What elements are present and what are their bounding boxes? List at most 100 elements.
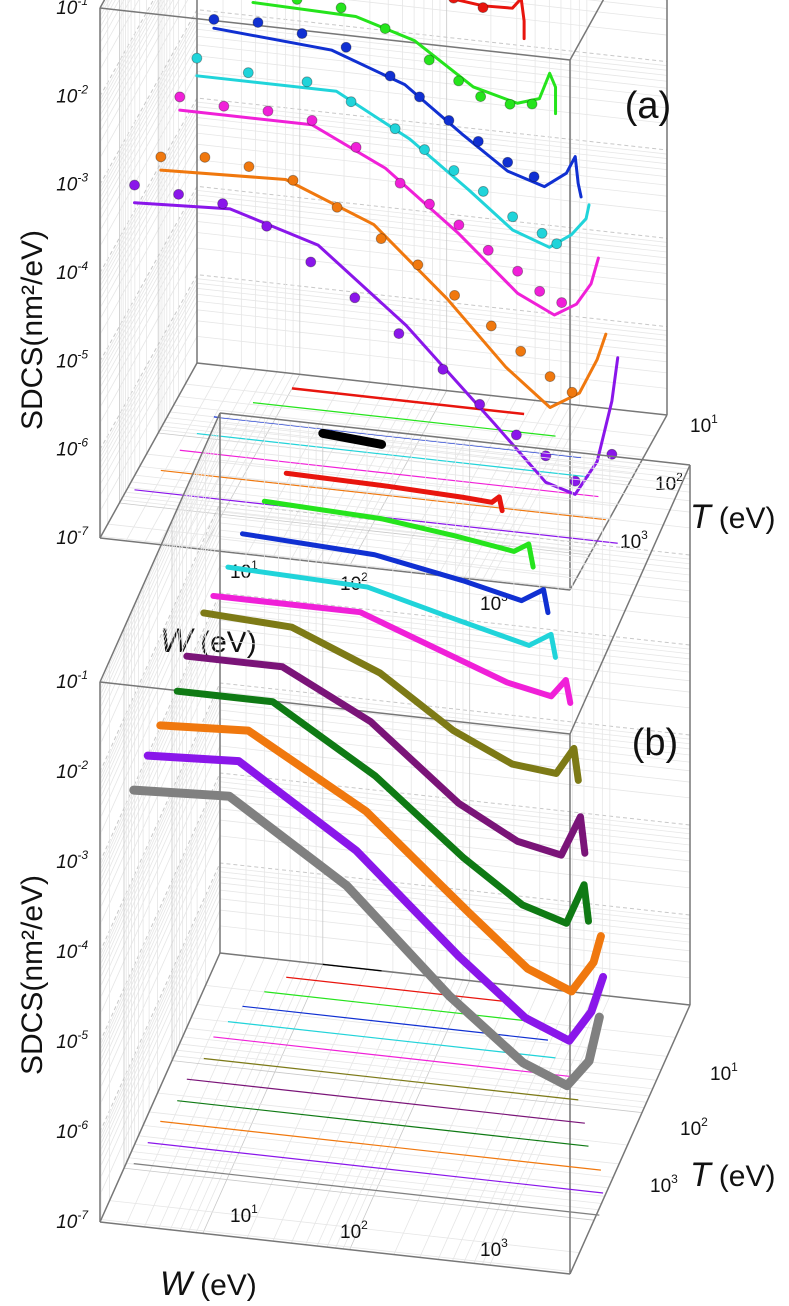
data-point-T5-0 <box>174 91 186 103</box>
sdcs-tick-label: 10-4 <box>56 938 88 963</box>
data-point-T5-3 <box>306 114 318 126</box>
grid-line <box>158 959 279 1229</box>
data-point-T5-4 <box>350 141 362 153</box>
grid-line <box>335 978 456 1249</box>
box-edge <box>219 412 691 466</box>
sdcs-tick-label: 10-1 <box>56 668 88 693</box>
grid-line <box>171 1060 643 1113</box>
series-T2 <box>251 0 558 116</box>
data-point-T3-8 <box>502 156 514 168</box>
series-T5 <box>174 91 600 317</box>
series-T1 <box>318 428 387 449</box>
floor-line-T6 <box>213 1036 571 1078</box>
grid-line <box>99 0 159 106</box>
data-point-T4-6 <box>448 165 460 176</box>
data-point-T6-8 <box>485 320 497 332</box>
t-axis-label: T (eV) <box>690 1156 775 1194</box>
sdcs-tick-label: 10-3 <box>56 848 88 873</box>
data-point-T5-1 <box>218 100 230 112</box>
data-point-T4-10 <box>551 238 563 250</box>
w-axis-label: W (eV) <box>160 1265 257 1303</box>
data-point-T6-4 <box>331 201 343 213</box>
sdcs-axis-label: SDCS(nm²/eV) <box>16 230 49 430</box>
grid-line <box>99 691 691 961</box>
grid-line <box>437 400 536 576</box>
data-point-T3-4 <box>384 70 396 82</box>
grid-line <box>134 474 605 528</box>
grid-line <box>202 964 324 1234</box>
data-point-T4-8 <box>507 211 519 223</box>
grid-line <box>326 977 448 1248</box>
grid-line <box>123 1167 595 1221</box>
grid-line <box>99 0 668 159</box>
data-point-T3-6 <box>443 115 455 126</box>
grid-line <box>305 385 403 561</box>
sdcs-tick-label: 10-5 <box>56 347 88 372</box>
floor-line-T11 <box>147 1142 604 1194</box>
grid-line <box>109 1200 580 1253</box>
data-point-T4-4 <box>389 123 401 135</box>
w-tick-labels: 101 102 103 <box>230 1202 508 1261</box>
series-line-T8 <box>183 652 589 859</box>
data-point-T6-11 <box>566 386 578 398</box>
data-point-T6-2 <box>243 161 255 173</box>
grid-line <box>99 0 668 132</box>
series-line-T1 <box>318 428 387 449</box>
grid-line <box>99 9 668 185</box>
floor-line-T2 <box>252 402 556 437</box>
series-line-T9 <box>173 687 592 927</box>
grid-line <box>349 390 448 566</box>
grid-line <box>128 1157 599 1211</box>
data-point-T5-11 <box>556 297 568 308</box>
series-T9 <box>173 687 592 927</box>
grid-line <box>463 993 585 1263</box>
sdcs-tick-labels: 10-1 10-2 10-3 10-4 10-5 10-6 10-7 <box>56 668 89 1233</box>
series-line-T1 <box>451 0 526 41</box>
panel-a-chart: 10-110-210-310-410-510-610-7101102103101… <box>16 0 775 660</box>
grid-line <box>99 0 162 111</box>
series-line-T3 <box>212 26 583 199</box>
series-line-T12 <box>129 785 604 1091</box>
data-point-T2-4 <box>423 54 435 66</box>
grid-line <box>138 1135 609 1189</box>
series-line-T11 <box>143 751 608 1045</box>
sdcs-axis-label: SDCS(nm²/eV) <box>16 875 49 1075</box>
box-edge <box>569 464 691 735</box>
grid-line <box>143 957 265 1228</box>
grid-line <box>176 1049 647 1103</box>
box-edge <box>99 952 221 1223</box>
data-point-T2-7 <box>504 98 516 110</box>
floor-line-T10 <box>160 1120 601 1171</box>
grid-line <box>290 973 412 1244</box>
grid-line <box>139 466 610 519</box>
data-point-T3-0 <box>208 13 220 25</box>
grid-line <box>246 969 368 1239</box>
data-point-T7-8 <box>474 398 486 410</box>
data-point-T2-6 <box>475 91 487 102</box>
data-point-T2-5 <box>453 75 465 87</box>
sdcs-tick-label: 10-6 <box>56 436 88 461</box>
t-tick-label: 103 <box>650 1172 678 1197</box>
floor-line-T5 <box>179 449 599 498</box>
grid-line <box>99 0 154 97</box>
data-point-T6-1 <box>199 151 211 163</box>
series-line-T2 <box>283 470 505 514</box>
data-point-T6-3 <box>287 174 299 186</box>
grid-line <box>419 398 518 574</box>
axes-box <box>99 0 668 591</box>
floor-line-T12 <box>133 1163 600 1216</box>
grid-line <box>316 976 438 1247</box>
data-point-T4-1 <box>242 67 254 79</box>
data-point-T7-6 <box>393 328 405 339</box>
data-point-T3-3 <box>340 41 352 53</box>
data-point-T2-2 <box>335 2 347 14</box>
sdcs-tick-label: 10-1 <box>56 0 88 19</box>
grid-line <box>99 439 691 710</box>
sdcs-tick-label: 10-7 <box>56 1208 89 1233</box>
grid-line <box>342 389 441 566</box>
series-line-T7 <box>133 201 620 496</box>
data-point-T7-10 <box>540 450 552 462</box>
grid-line <box>481 995 603 1265</box>
series-T1 <box>448 0 526 41</box>
grid-line <box>169 960 291 1230</box>
